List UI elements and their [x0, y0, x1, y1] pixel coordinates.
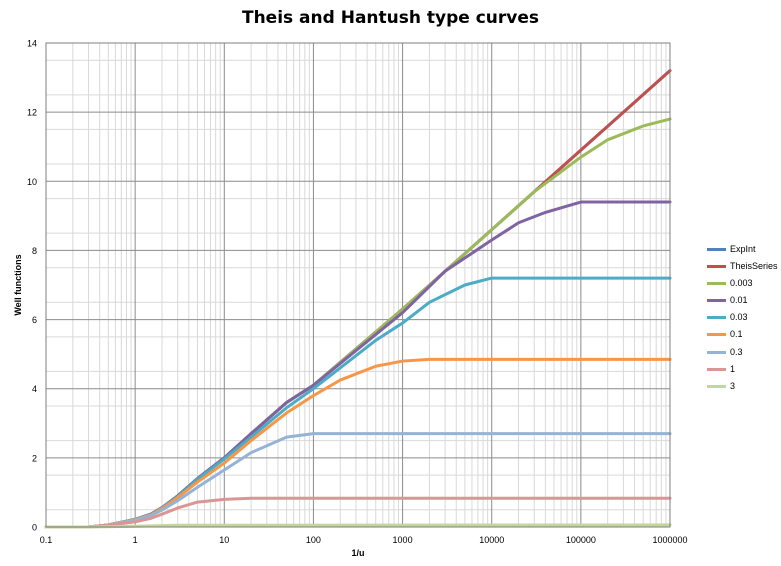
y-tick-labels: 0 2 4 6 8 10 12 14 [27, 39, 37, 533]
legend-swatch [707, 316, 726, 320]
legend-swatch [707, 333, 726, 337]
x-tick-label: 10 [219, 535, 229, 545]
legend-label: 1 [730, 363, 736, 374]
minor-gridlines [46, 43, 670, 527]
x-axis-label: 1/u [351, 548, 365, 558]
y-tick-label: 14 [27, 39, 37, 49]
y-tick-label: 0 [32, 523, 37, 533]
legend-item: 0.03 [707, 309, 777, 326]
legend-swatch [707, 299, 726, 303]
legend-item: 0.003 [707, 275, 777, 292]
x-tick-label: 1000 [393, 535, 413, 545]
legend-item: TheisSeries [707, 258, 778, 275]
legend-label: 0.003 [730, 278, 753, 289]
legend-item: 0.01 [707, 292, 777, 309]
legend-item: ExpInt [707, 241, 777, 258]
legend-item: 0.3 [707, 344, 777, 361]
legend-label: TheisSeries [730, 261, 778, 272]
x-tick-label: 1 [133, 535, 138, 545]
y-tick-label: 10 [27, 177, 37, 187]
y-tick-label: 12 [27, 108, 37, 118]
axis-frame [45, 42, 671, 528]
legend-swatch [707, 248, 726, 251]
x-tick-label: 100 [306, 535, 321, 545]
legend-label: 0.01 [730, 295, 748, 306]
x-tick-label: 0.1 [40, 535, 53, 545]
legend-swatch [707, 350, 726, 354]
legend-label: 0.03 [730, 312, 748, 323]
legend-swatch [707, 384, 726, 388]
x-tick-label: 10000 [479, 535, 504, 545]
legend-label: 0.3 [730, 346, 743, 357]
legend-label: 0.1 [730, 329, 743, 340]
legend-label: 3 [730, 380, 736, 391]
y-axis-label: Well functions [13, 254, 23, 316]
chart-title: Theis and Hantush type curves [241, 8, 540, 28]
y-tick-label: 4 [32, 384, 37, 394]
legend-item: 1 [707, 361, 777, 378]
x-tick-label: 1000000 [652, 535, 687, 545]
plot-border [45, 42, 671, 528]
legend: ExpInt TheisSeries 0.003 0.01 0.03 0.1 0.3 1 3 [707, 241, 778, 395]
legend-label: ExpInt [730, 244, 756, 254]
legend-swatch [707, 265, 726, 269]
y-tick-label: 8 [32, 246, 37, 256]
x-tick-label: 100000 [566, 535, 596, 545]
y-tick-label: 2 [32, 453, 37, 463]
legend-item: 0.1 [707, 326, 777, 343]
legend-swatch [707, 367, 726, 371]
x-tick-labels: 0.1 1 10 100 1000 10000 100000 1000000 [40, 535, 688, 545]
y-tick-label: 6 [32, 315, 37, 325]
series-lines [44, 69, 672, 529]
legend-swatch [707, 282, 726, 286]
legend-item: 3 [707, 378, 777, 395]
